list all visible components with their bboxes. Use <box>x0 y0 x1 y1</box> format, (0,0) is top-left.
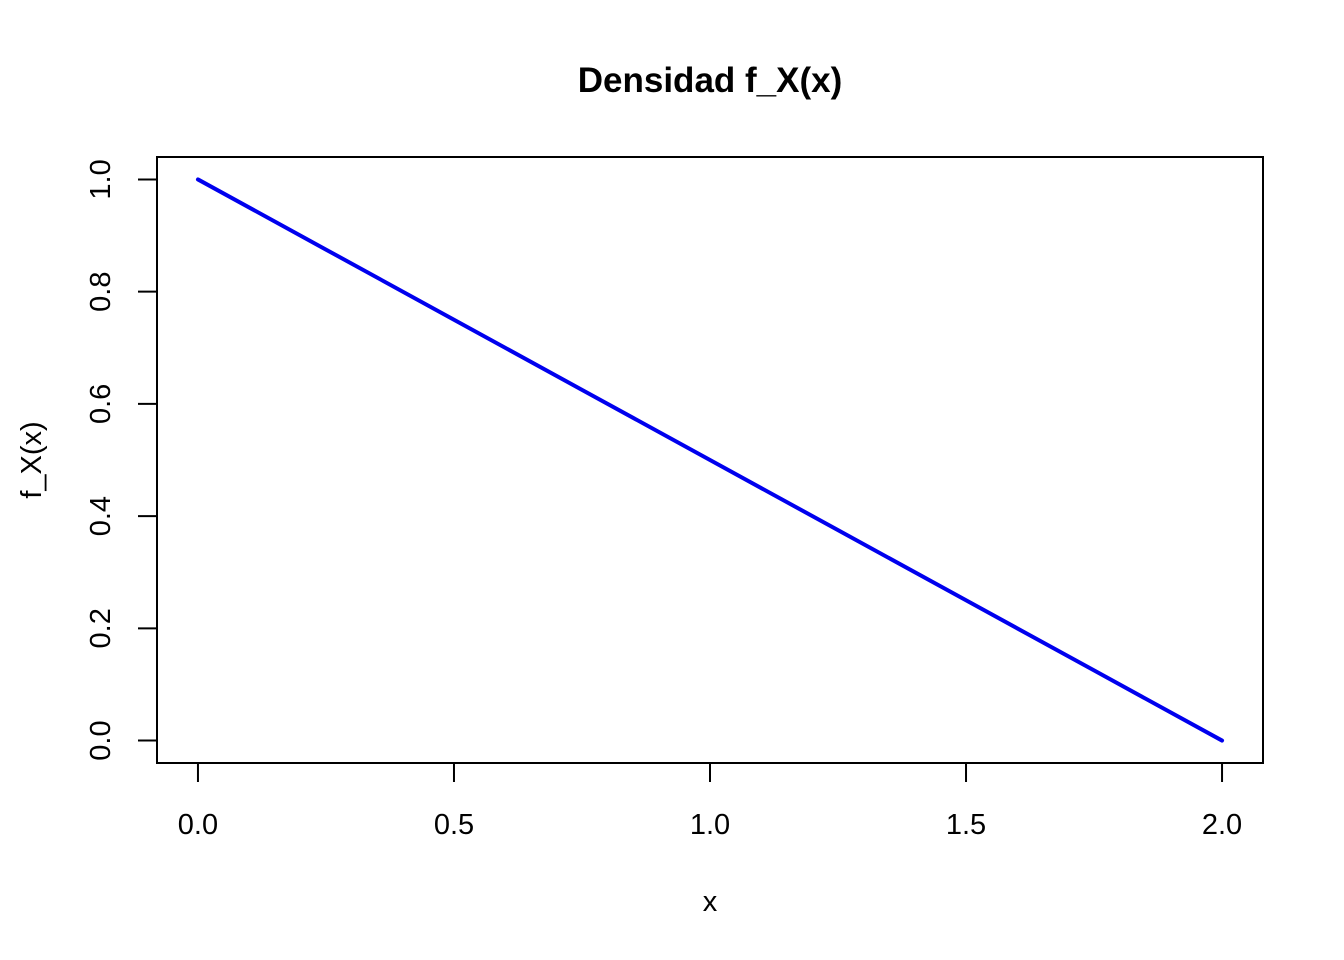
x-tick-label: 2.0 <box>1202 809 1242 841</box>
x-tick-label: 0.0 <box>178 809 218 841</box>
y-tick-label: 1.0 <box>85 159 117 199</box>
series-layer <box>195 177 1225 743</box>
y-axis: 0.0 0.2 0.4 0.6 0.8 1.0 <box>85 159 158 761</box>
y-tick-label: 0.8 <box>85 272 117 312</box>
x-tick-label: 1.0 <box>690 809 730 841</box>
x-axis: 0.0 0.5 1.0 1.5 2.0 <box>178 762 1242 841</box>
y-axis-label: f_X(x) <box>16 421 48 498</box>
x-tick-label: 0.5 <box>434 809 474 841</box>
y-tick-label: 0.2 <box>85 608 117 648</box>
y-tick-label: 0.6 <box>85 384 117 424</box>
x-tick-label: 1.5 <box>946 809 986 841</box>
chart-title: Densidad f_X(x) <box>578 61 843 100</box>
density-line <box>195 177 1225 743</box>
y-tick-label: 0.0 <box>85 720 117 760</box>
x-axis-label: x <box>703 886 718 918</box>
y-tick-label: 0.4 <box>85 496 117 536</box>
